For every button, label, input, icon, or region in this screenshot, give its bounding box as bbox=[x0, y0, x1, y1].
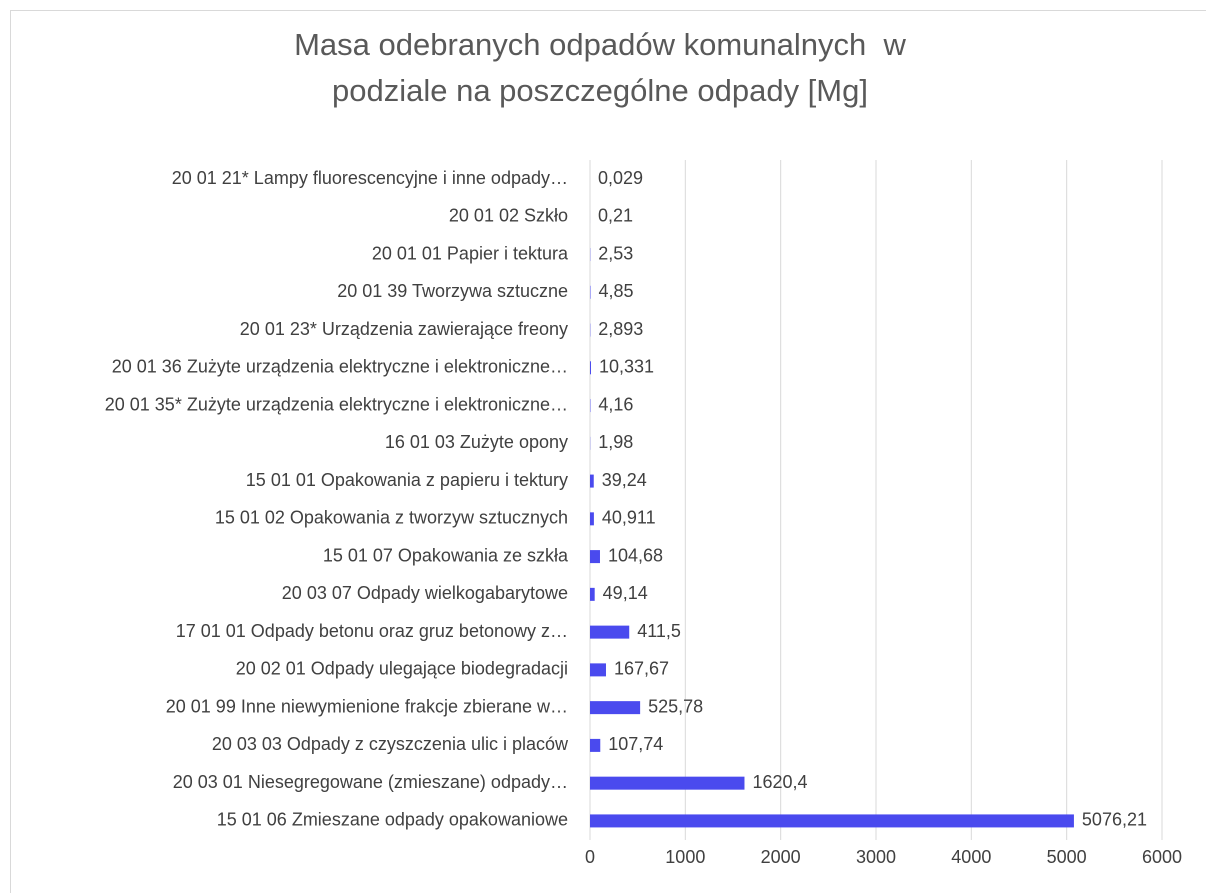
data-label: 4,85 bbox=[598, 281, 633, 301]
y-tick-label: 17 01 01 Odpady betonu oraz gruz betonow… bbox=[176, 621, 568, 641]
y-tick-label: 20 01 39 Tworzywa sztuczne bbox=[337, 281, 568, 301]
x-tick-label: 3000 bbox=[856, 847, 896, 867]
x-tick-label: 2000 bbox=[761, 847, 801, 867]
x-tick-label: 6000 bbox=[1142, 847, 1182, 867]
y-tick-label: 20 02 01 Odpady ulegające biodegradacji bbox=[236, 659, 568, 679]
data-label: 4,16 bbox=[598, 394, 633, 414]
y-tick-label: 20 01 02 Szkło bbox=[449, 206, 568, 226]
y-tick-label: 20 01 35* Zużyte urządzenia elektryczne … bbox=[105, 394, 568, 414]
bar bbox=[590, 663, 606, 677]
y-tick-label: 16 01 03 Zużyte opony bbox=[385, 432, 568, 452]
bar bbox=[590, 625, 630, 639]
y-tick-label: 20 01 99 Inne niewymienione frakcje zbie… bbox=[166, 696, 568, 716]
bar bbox=[590, 474, 594, 488]
bar bbox=[590, 512, 594, 526]
data-label: 0,029 bbox=[598, 168, 643, 188]
y-tick-label: 15 01 01 Opakowania z papieru i tektury bbox=[246, 470, 568, 490]
data-label: 5076,21 bbox=[1082, 810, 1147, 830]
data-label: 104,68 bbox=[608, 545, 663, 565]
data-label: 40,911 bbox=[602, 508, 656, 528]
y-tick-label: 15 01 07 Opakowania ze szkła bbox=[323, 545, 569, 565]
bar bbox=[590, 587, 595, 601]
bar bbox=[590, 776, 745, 790]
data-label: 10,331 bbox=[599, 357, 654, 377]
y-tick-label: 20 03 01 Niesegregowane (zmieszane) odpa… bbox=[173, 772, 568, 792]
y-tick-label: 20 03 07 Odpady wielkogabarytowe bbox=[282, 583, 568, 603]
y-tick-label: 20 01 21* Lampy fluorescencyjne i inne o… bbox=[172, 168, 568, 188]
y-tick-label: 15 01 06 Zmieszane odpady opakowaniowe bbox=[217, 810, 568, 830]
y-tick-label: 20 01 36 Zużyte urządzenia elektryczne i… bbox=[112, 357, 568, 377]
chart-title: Masa odebranych odpadów komunalnych w po… bbox=[294, 27, 915, 108]
data-label: 107,74 bbox=[608, 734, 663, 754]
bar bbox=[590, 738, 601, 752]
y-tick-label: 20 01 23* Urządzenia zawierające freony bbox=[240, 319, 568, 339]
bar bbox=[590, 550, 600, 564]
x-tick-label: 5000 bbox=[1047, 847, 1087, 867]
data-label: 0,21 bbox=[598, 206, 633, 226]
chart-border bbox=[10, 10, 1206, 893]
bar bbox=[590, 361, 591, 375]
data-label: 1620,4 bbox=[752, 772, 807, 792]
bar bbox=[590, 814, 1074, 828]
y-tick-label: 20 03 03 Odpady z czyszczenia ulic i pla… bbox=[212, 734, 569, 754]
data-label: 2,53 bbox=[598, 243, 633, 263]
y-tick-label: 20 01 01 Papier i tektura bbox=[372, 243, 569, 263]
x-tick-label: 4000 bbox=[951, 847, 991, 867]
data-label: 49,14 bbox=[603, 583, 648, 603]
data-label: 411,5 bbox=[637, 621, 681, 641]
data-label: 39,24 bbox=[602, 470, 647, 490]
data-label: 1,98 bbox=[598, 432, 633, 452]
data-label: 2,893 bbox=[598, 319, 643, 339]
bar bbox=[590, 701, 641, 715]
data-label: 167,67 bbox=[614, 659, 669, 679]
y-tick-label: 15 01 02 Opakowania z tworzyw sztucznych bbox=[215, 508, 568, 528]
x-tick-label: 0 bbox=[585, 847, 595, 867]
data-label: 525,78 bbox=[648, 696, 703, 716]
x-tick-label: 1000 bbox=[665, 847, 705, 867]
